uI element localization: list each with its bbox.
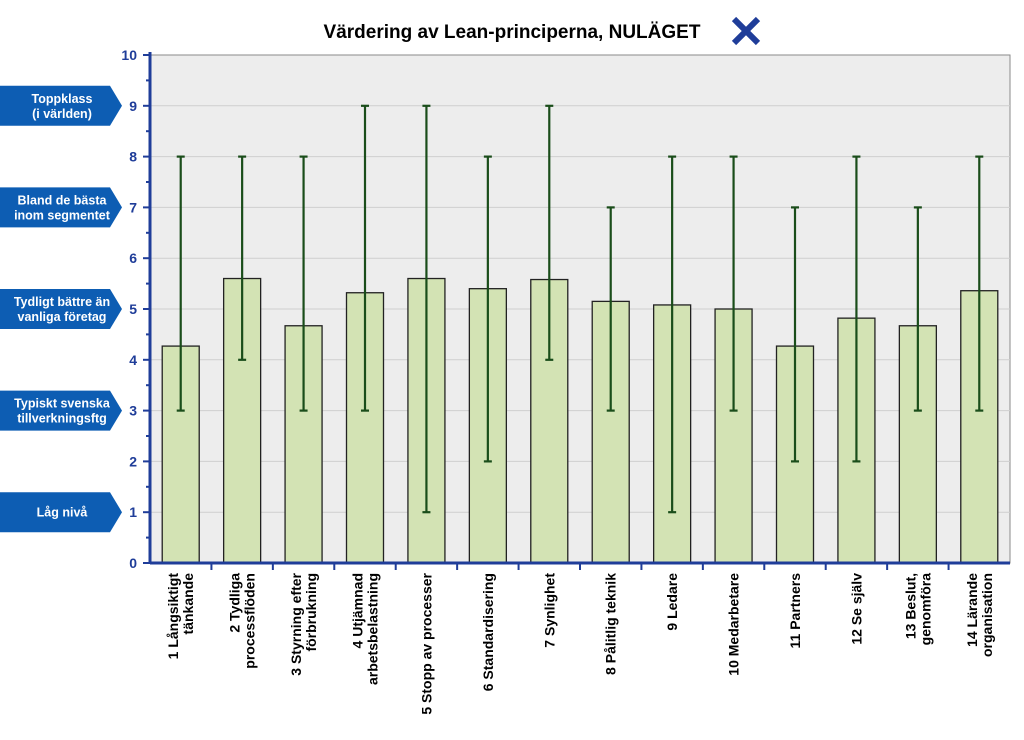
y-tick-label: 9 bbox=[129, 98, 137, 114]
x-tick-label: 2 Tydligaprocessflöden bbox=[227, 573, 258, 669]
level-arrow bbox=[0, 390, 122, 431]
x-tick-label: 12 Se själv bbox=[848, 573, 864, 645]
x-tick-label: 3 Styrning efterförbrukning bbox=[288, 572, 319, 675]
error-bar bbox=[176, 155, 185, 412]
error-bar bbox=[913, 206, 922, 412]
error-bar bbox=[422, 104, 431, 514]
error-bar bbox=[852, 155, 861, 463]
y-tick-label: 4 bbox=[129, 352, 137, 368]
x-tick-label: 9 Ledare bbox=[664, 573, 680, 631]
level-arrow bbox=[0, 187, 122, 228]
chart-title: Värdering av Lean-principerna, NULÄGET bbox=[324, 22, 701, 43]
level-arrow bbox=[0, 85, 122, 126]
level-label: Tydligt bättre än vanliga företag bbox=[0, 289, 122, 329]
y-tick-label: 7 bbox=[129, 199, 137, 215]
x-tick-label: 14 Lärandeorganisation bbox=[964, 573, 995, 657]
level-arrow bbox=[0, 492, 122, 533]
y-tick-label: 2 bbox=[129, 453, 137, 469]
y-tick-label: 8 bbox=[129, 149, 137, 165]
y-tick-labels: 0 1 2 3 4 5 6 7 8 9 10 bbox=[121, 47, 137, 571]
level-label-text: Typiskt svenska tillverkningsftg bbox=[14, 397, 111, 426]
error-bar bbox=[545, 104, 554, 361]
x-tick-label: 13 Beslut,genomföra bbox=[902, 573, 933, 646]
x-tick-label: 1 Långsiktigttänkande bbox=[165, 573, 196, 660]
y-tick-label: 0 bbox=[129, 555, 137, 571]
x-tick-labels: 1 Långsiktigttänkande 2 Tydligaprocessflö… bbox=[165, 572, 995, 714]
error-bar bbox=[483, 155, 492, 463]
axes bbox=[143, 52, 1010, 570]
y-tick-label: 5 bbox=[129, 301, 137, 317]
level-labels: Toppklass (i världen) Bland de bästa inom s… bbox=[0, 85, 122, 533]
error-bar bbox=[361, 104, 369, 412]
level-label: Typiskt svenska tillverkningsftg bbox=[0, 390, 122, 431]
x-tick-label: 8 Pålitlig teknik bbox=[603, 573, 619, 675]
x-tick-label: 7 Synlighet bbox=[541, 573, 557, 648]
error-bar bbox=[299, 155, 308, 412]
error-bar bbox=[729, 155, 738, 412]
error-bar bbox=[668, 155, 677, 514]
level-label-text: Låg nivå bbox=[37, 506, 88, 520]
x-tick-label: 10 Medarbetare bbox=[726, 573, 742, 676]
error-bar bbox=[975, 155, 984, 412]
level-label: Toppklass (i världen) bbox=[0, 85, 122, 126]
error-bar bbox=[606, 206, 615, 412]
x-tick-label: 5 Stopp av processer bbox=[418, 572, 434, 714]
level-label: Bland de bästa inom segmentet bbox=[0, 187, 122, 228]
x-mark-icon bbox=[731, 16, 761, 46]
x-tick-label: 6 Standardisering bbox=[480, 573, 496, 691]
level-label-text: Tydligt bättre än vanliga företag bbox=[14, 295, 110, 324]
level-label-text: Toppklass (i världen) bbox=[32, 92, 93, 121]
y-tick-label: 3 bbox=[129, 403, 137, 419]
error-bar bbox=[238, 155, 247, 361]
y-tick-label: 10 bbox=[121, 47, 137, 63]
level-label-text: Bland de bästa inom segmentet bbox=[14, 193, 111, 222]
level-arrow bbox=[0, 289, 122, 329]
x-tick-label: 11 Partners bbox=[787, 573, 803, 649]
y-tick-label: 6 bbox=[129, 250, 137, 266]
y-tick-label: 1 bbox=[129, 504, 137, 520]
error-bars bbox=[176, 104, 984, 514]
x-tick-label: 4 Utjämnadarbetsbelastning bbox=[350, 573, 381, 685]
error-bar bbox=[791, 206, 799, 463]
level-label: Låg nivå bbox=[0, 492, 122, 533]
